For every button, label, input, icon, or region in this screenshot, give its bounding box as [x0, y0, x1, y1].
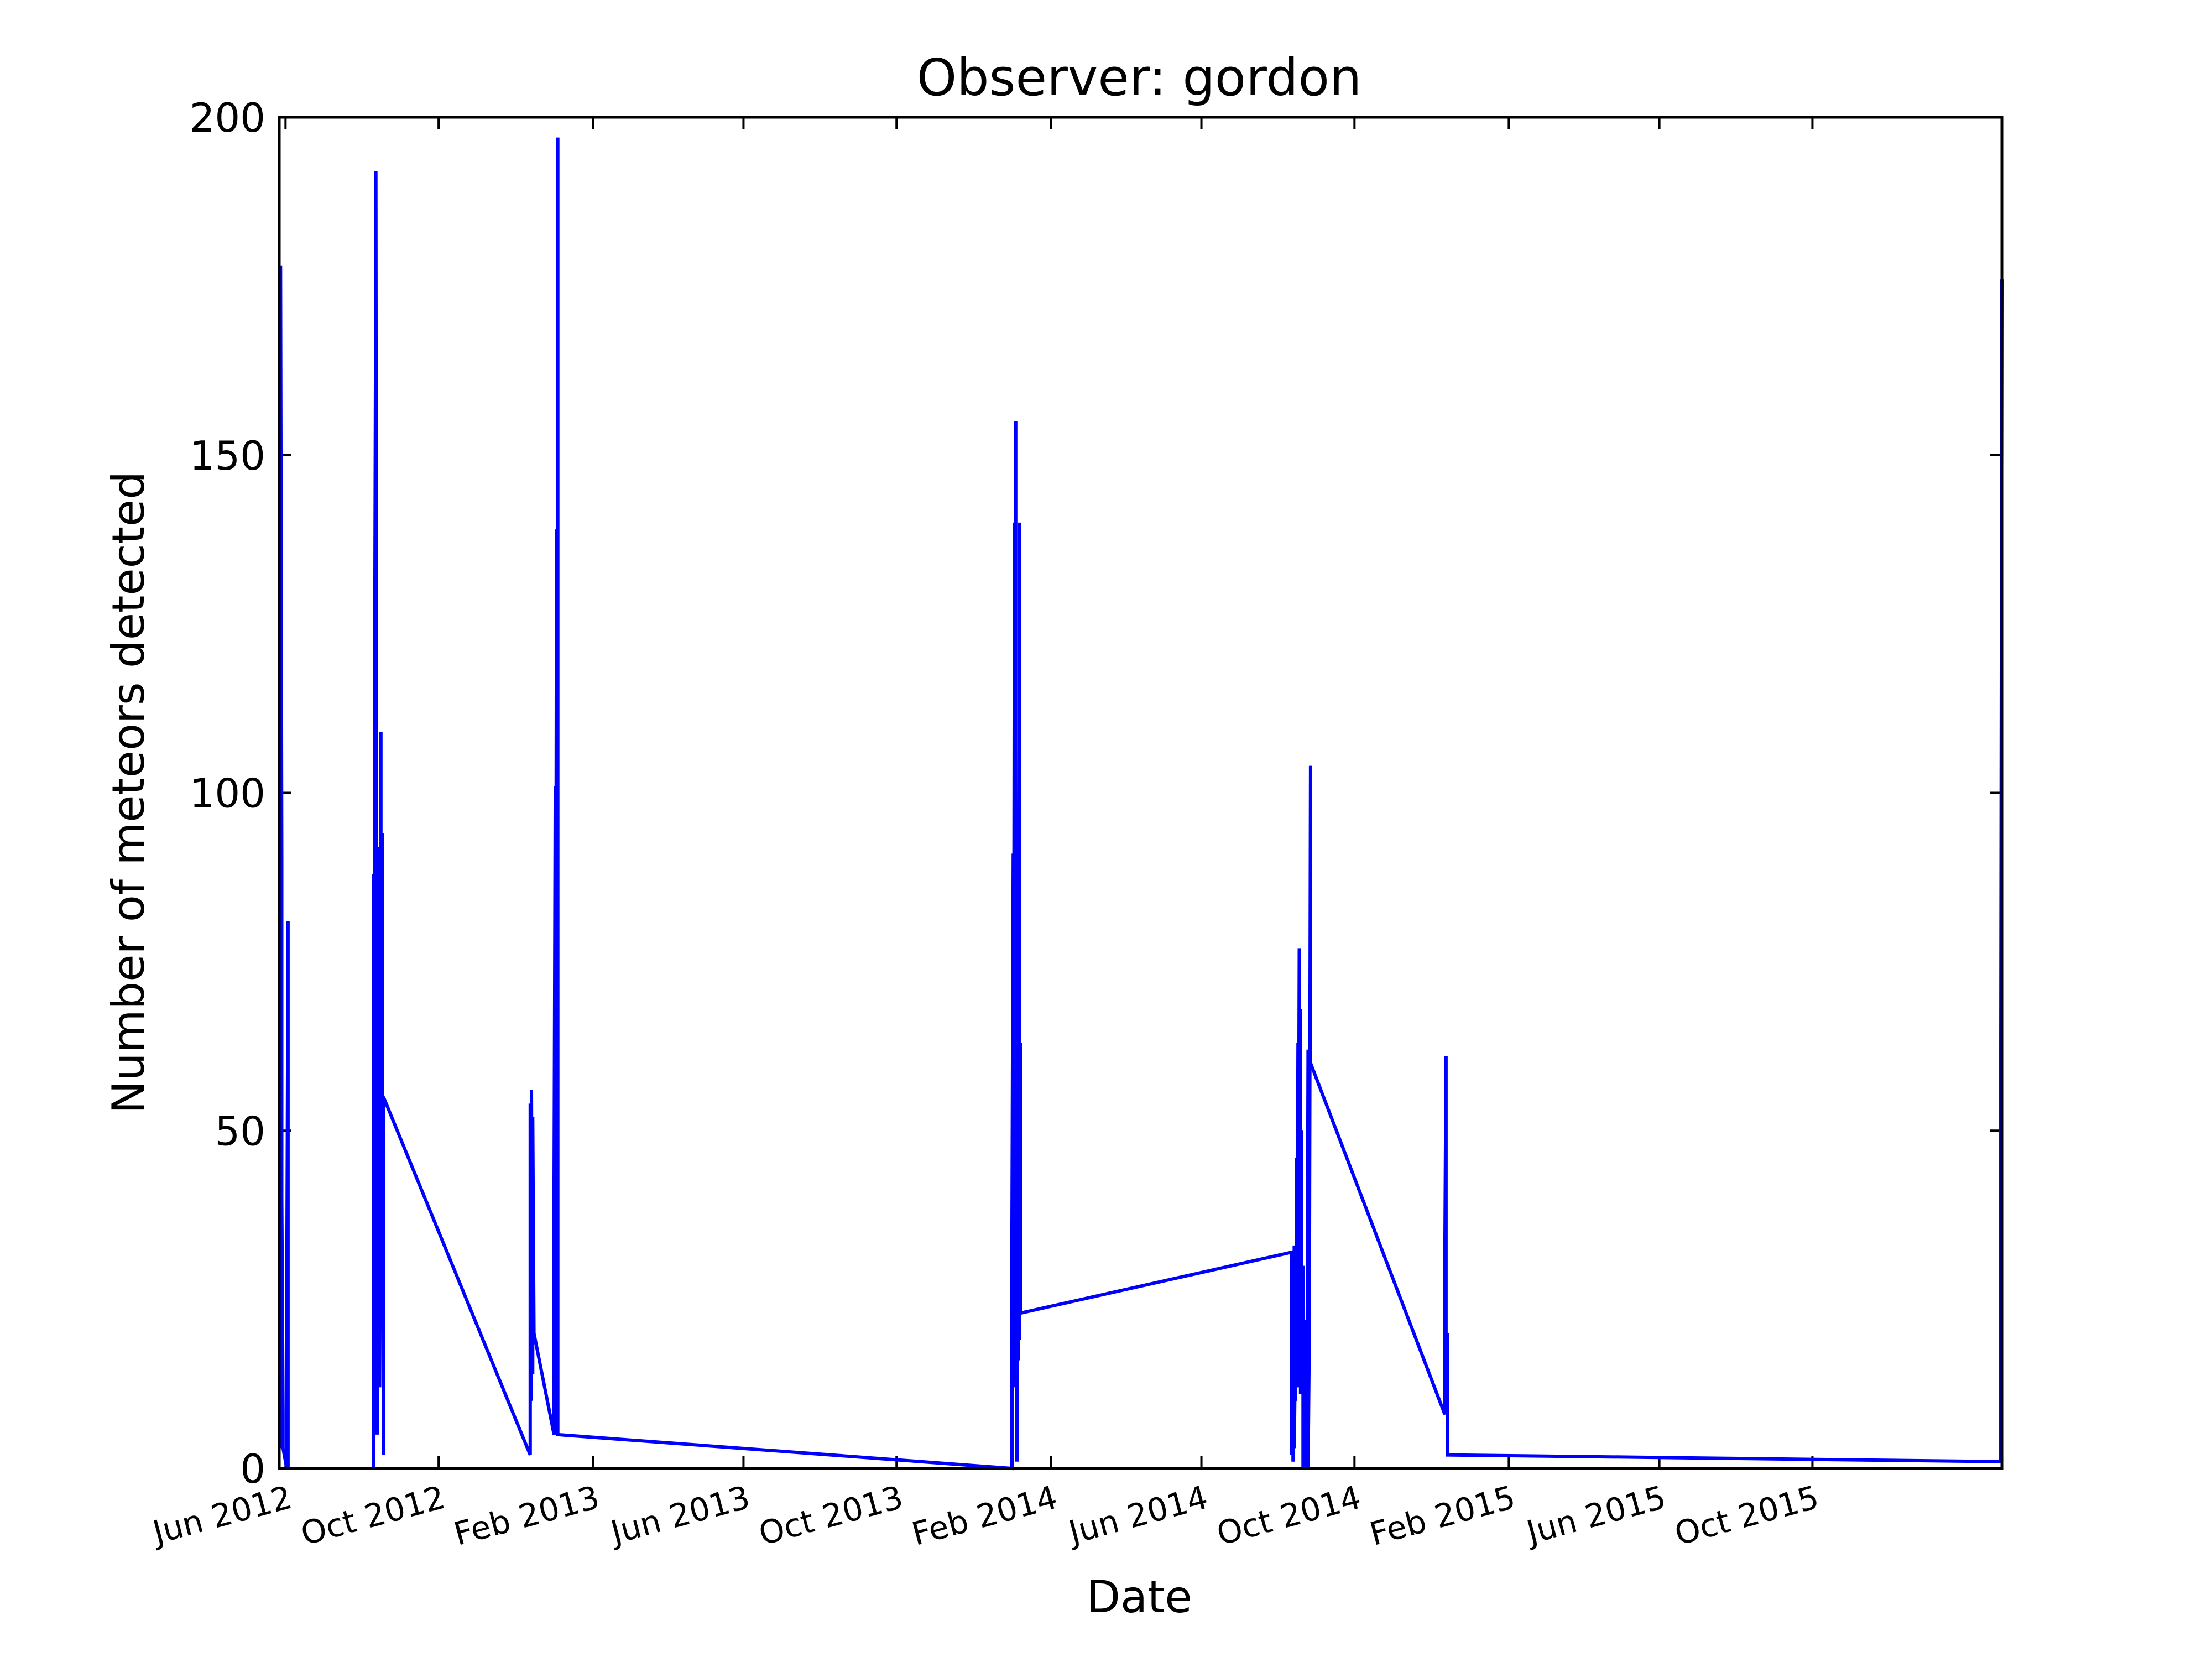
- x-tick-label: Oct 2014: [1213, 1478, 1365, 1553]
- x-tick-label: Jun 2015: [1521, 1478, 1670, 1552]
- y-tick-label: 100: [190, 770, 265, 817]
- y-tick-label: 50: [215, 1108, 265, 1154]
- x-tick-label: Oct 2012: [297, 1478, 449, 1553]
- x-tick-label: Feb 2013: [450, 1478, 603, 1553]
- plot-frame: [278, 116, 2004, 1470]
- x-tick-label: Oct 2013: [755, 1478, 907, 1553]
- x-tick-label: Feb 2015: [1366, 1478, 1519, 1553]
- x-axis-label: Date: [1086, 1571, 1192, 1623]
- x-tick-label: Jun 2013: [606, 1478, 754, 1552]
- y-tick-label: 200: [190, 95, 265, 141]
- x-tick-label: Jun 2012: [148, 1478, 296, 1552]
- y-tick-label: 150: [190, 433, 265, 479]
- x-tick-label: Oct 2015: [1671, 1478, 1823, 1553]
- chart-title: Observer: gordon: [917, 48, 1362, 107]
- y-tick-label: 0: [240, 1446, 265, 1492]
- x-tick-label: Jun 2014: [1063, 1478, 1212, 1552]
- y-axis-label: Number of meteors detected: [103, 471, 154, 1114]
- series-line: [278, 137, 2004, 1471]
- x-tick-label: Feb 2014: [908, 1478, 1061, 1553]
